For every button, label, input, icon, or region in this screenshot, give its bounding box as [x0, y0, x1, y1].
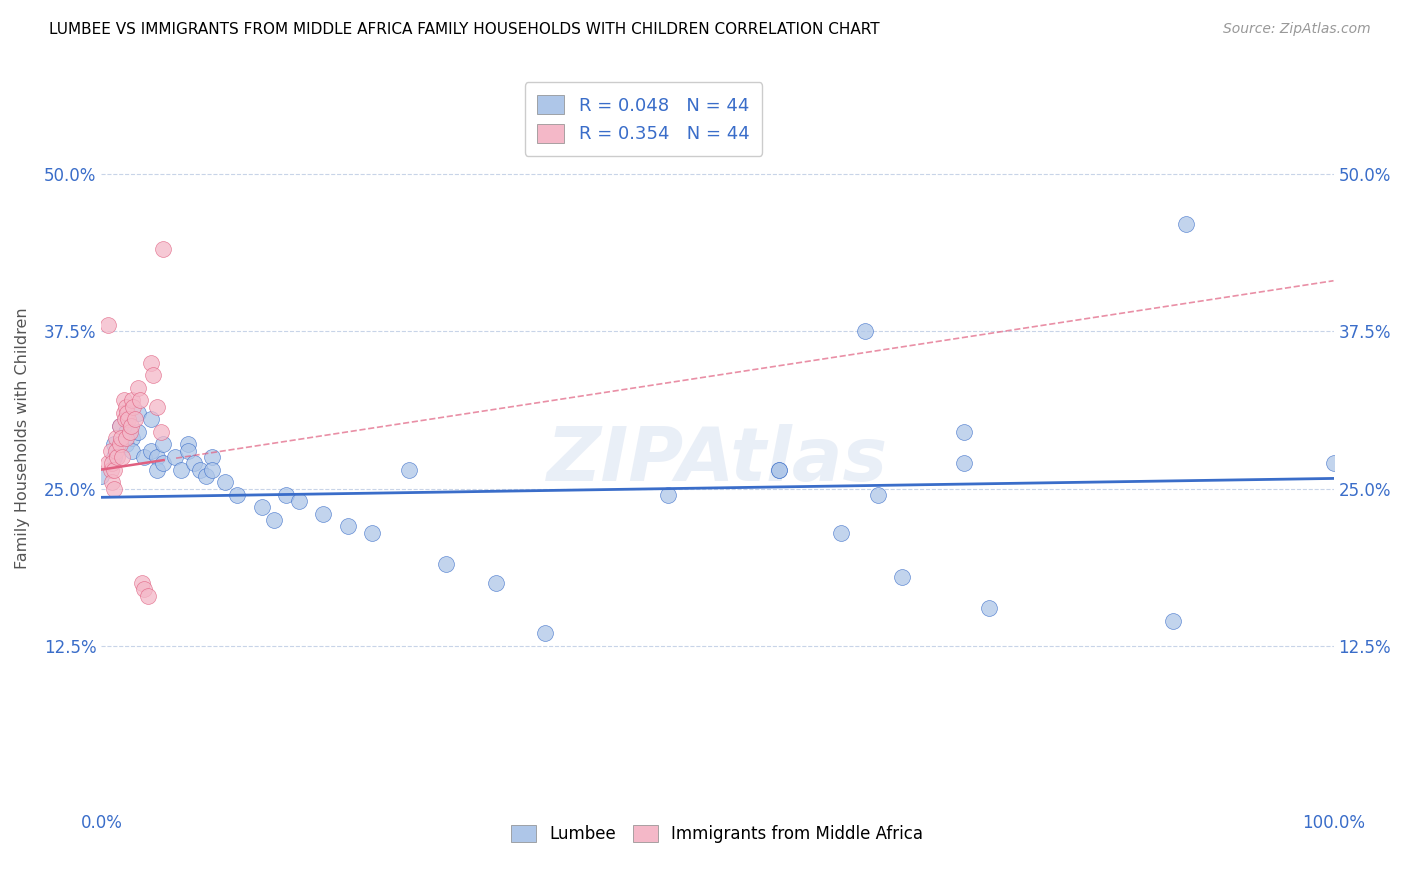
- Point: [276, 488, 298, 502]
- Point: [117, 412, 139, 426]
- Point: [103, 437, 125, 451]
- Point: [127, 406, 149, 420]
- Point: [312, 507, 335, 521]
- Point: [103, 450, 125, 464]
- Point: [176, 437, 198, 451]
- Point: [117, 406, 139, 420]
- Point: [101, 475, 124, 490]
- Point: [115, 400, 138, 414]
- Point: [188, 462, 211, 476]
- Point: [96, 456, 118, 470]
- Point: [361, 525, 384, 540]
- Point: [110, 431, 132, 445]
- Point: [263, 513, 285, 527]
- Point: [336, 519, 359, 533]
- Point: [287, 494, 309, 508]
- Point: [124, 412, 146, 426]
- Point: [139, 355, 162, 369]
- Point: [101, 456, 124, 470]
- Text: LUMBEE VS IMMIGRANTS FROM MIDDLE AFRICA FAMILY HOUSEHOLDS WITH CHILDREN CORRELAT: LUMBEE VS IMMIGRANTS FROM MIDDLE AFRICA …: [49, 22, 880, 37]
- Point: [1174, 217, 1197, 231]
- Point: [891, 569, 914, 583]
- Point: [139, 443, 162, 458]
- Point: [90, 469, 112, 483]
- Point: [225, 488, 247, 502]
- Point: [1163, 614, 1185, 628]
- Point: [120, 418, 142, 433]
- Point: [195, 469, 218, 483]
- Point: [1322, 456, 1344, 470]
- Point: [152, 242, 174, 256]
- Point: [121, 393, 143, 408]
- Point: [953, 425, 976, 439]
- Point: [131, 576, 153, 591]
- Point: [121, 431, 143, 445]
- Point: [853, 324, 876, 338]
- Point: [115, 437, 138, 451]
- Point: [977, 601, 1000, 615]
- Point: [657, 488, 679, 502]
- Point: [96, 318, 118, 332]
- Point: [127, 425, 149, 439]
- Point: [108, 418, 131, 433]
- Point: [201, 450, 224, 464]
- Point: [768, 462, 790, 476]
- Point: [534, 626, 557, 640]
- Point: [139, 412, 162, 426]
- Text: Source: ZipAtlas.com: Source: ZipAtlas.com: [1223, 22, 1371, 37]
- Point: [866, 488, 889, 502]
- Point: [214, 475, 236, 490]
- Point: [114, 412, 136, 426]
- Point: [176, 443, 198, 458]
- Point: [122, 400, 145, 414]
- Point: [112, 406, 135, 420]
- Point: [100, 443, 122, 458]
- Y-axis label: Family Households with Children: Family Households with Children: [15, 308, 30, 569]
- Text: ZIPAtlas: ZIPAtlas: [547, 424, 889, 497]
- Point: [103, 462, 125, 476]
- Point: [105, 450, 128, 464]
- Point: [118, 425, 141, 439]
- Point: [398, 462, 420, 476]
- Point: [250, 500, 273, 515]
- Point: [152, 456, 174, 470]
- Point: [165, 450, 187, 464]
- Point: [485, 576, 508, 591]
- Point: [115, 431, 138, 445]
- Point: [115, 425, 138, 439]
- Point: [434, 557, 457, 571]
- Point: [183, 456, 205, 470]
- Point: [105, 443, 128, 458]
- Legend: R = 0.048   N = 44, R = 0.354   N = 44: R = 0.048 N = 44, R = 0.354 N = 44: [524, 82, 762, 156]
- Point: [127, 381, 149, 395]
- Point: [142, 368, 165, 383]
- Point: [201, 462, 224, 476]
- Point: [146, 400, 169, 414]
- Point: [149, 425, 172, 439]
- Point: [146, 462, 169, 476]
- Point: [121, 443, 143, 458]
- Point: [136, 589, 159, 603]
- Point: [146, 450, 169, 464]
- Point: [768, 462, 790, 476]
- Point: [111, 450, 134, 464]
- Point: [134, 582, 156, 597]
- Point: [830, 525, 852, 540]
- Point: [128, 393, 150, 408]
- Point: [953, 456, 976, 470]
- Point: [105, 431, 128, 445]
- Point: [100, 462, 122, 476]
- Point: [170, 462, 193, 476]
- Point: [108, 418, 131, 433]
- Point: [108, 437, 131, 451]
- Point: [103, 482, 125, 496]
- Point: [134, 450, 156, 464]
- Point: [112, 393, 135, 408]
- Point: [152, 437, 174, 451]
